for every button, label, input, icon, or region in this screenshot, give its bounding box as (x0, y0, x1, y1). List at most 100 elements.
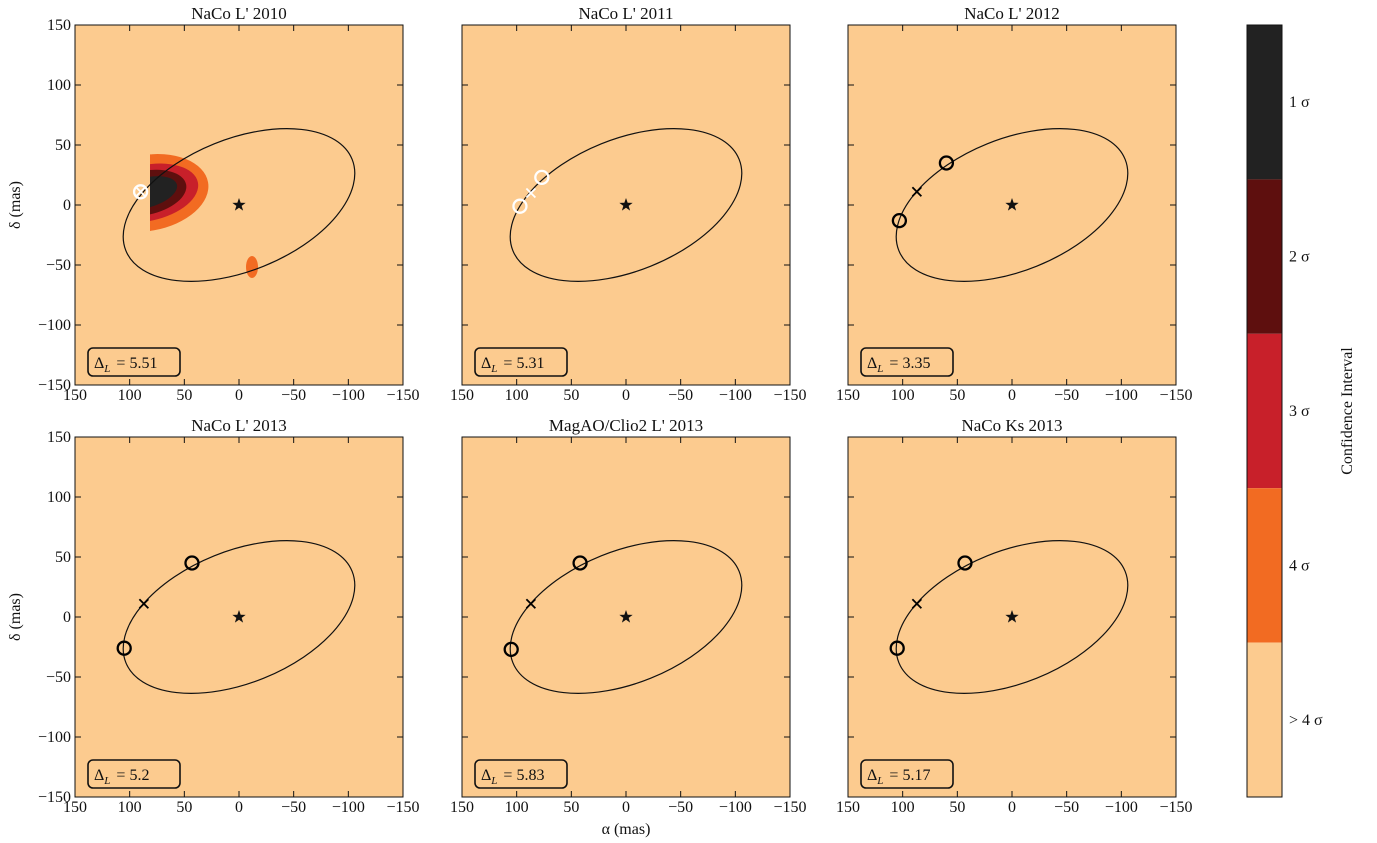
annotation-text: = 5.51 (116, 355, 157, 372)
x-tick-label: 0 (235, 799, 243, 816)
annotation-box (860, 759, 954, 789)
x-tick-label: −50 (668, 799, 693, 816)
x-tick-label: −150 (386, 799, 419, 816)
colorbar-label: 3 σ (1289, 403, 1310, 420)
panel-title: MagAO/Clio2 L' 2013 (549, 416, 703, 435)
x-tick-label: 150 (836, 387, 860, 404)
orbit (509, 540, 743, 694)
annotation-symbol: Δ (94, 355, 104, 372)
circle-marker (891, 212, 908, 229)
x-tick-label: −150 (773, 799, 806, 816)
y-axis-label: δ (mas) (7, 593, 24, 641)
annotation-text: = 5.83 (503, 767, 544, 784)
x-tick-label: −150 (386, 387, 419, 404)
x-tick-label: −150 (1159, 387, 1192, 404)
contours (150, 154, 258, 278)
y-tick-label: 100 (47, 489, 71, 506)
x-tick-label: 50 (563, 799, 579, 816)
annotation: ΔL = 5.17 (867, 767, 930, 787)
annotation-subscript: L (103, 363, 110, 375)
x-tick-label: 0 (622, 799, 630, 816)
x-tick-label: −150 (1159, 799, 1192, 816)
x-tick-label: −100 (332, 799, 365, 816)
circle-marker (534, 169, 550, 186)
annotation-subscript: L (103, 775, 110, 787)
circle-marker (116, 640, 132, 656)
x-tick-label: −50 (668, 387, 693, 404)
y-tick-label: 150 (47, 17, 71, 34)
y-tick-label: 150 (47, 429, 71, 446)
annotation-symbol: Δ (481, 355, 491, 372)
star-marker (619, 610, 633, 623)
circle-marker (512, 198, 528, 214)
x-tick-label: 100 (505, 799, 529, 816)
x-tick-label: 150 (450, 799, 474, 816)
y-tick-label: −100 (38, 729, 71, 746)
x-tick-label: −100 (719, 799, 752, 816)
star-marker (1005, 198, 1019, 211)
y-tick-label: 100 (47, 77, 71, 94)
annotation: ΔL = 5.83 (481, 767, 544, 787)
star-marker (619, 198, 633, 211)
panel-title: NaCo L' 2012 (964, 4, 1060, 23)
x-tick-label: 50 (176, 799, 192, 816)
panel: 150 100 50 0 −50 −100 −150 −150 −100 −50 0 50 100 150… (7, 416, 420, 816)
x-axis-label: α (mas) (602, 821, 651, 838)
x-tick-label: −100 (1105, 799, 1138, 816)
colorbar-frame (1246, 24, 1283, 798)
x-tick-label: 150 (450, 387, 474, 404)
orbit (895, 540, 1129, 694)
x-tick-label: 150 (63, 387, 87, 404)
circle-marker (184, 555, 200, 571)
circle-marker (503, 641, 519, 658)
orbit (895, 128, 1129, 282)
annotation-box (860, 347, 954, 377)
annotation-symbol: Δ (867, 767, 877, 784)
panel: 150 100 50 0 −50 −100 −150 NaCo Ks 2013 ΔL = 5.17 (836, 416, 1193, 816)
star-marker (232, 198, 246, 211)
contour-region (150, 176, 178, 210)
y-tick-label: −50 (46, 257, 71, 274)
x-tick-label: 0 (1008, 799, 1016, 816)
annotation-box (87, 347, 181, 377)
annotation-subscript: L (876, 363, 883, 375)
x-tick-label: 50 (949, 799, 965, 816)
y-tick-label: −150 (38, 789, 71, 806)
circle-marker (572, 555, 588, 571)
colorbar-segment (1247, 333, 1282, 489)
colorbar-label: 1 σ (1289, 94, 1310, 111)
colorbar-segment (1247, 642, 1282, 797)
annotation: ΔL = 5.31 (481, 355, 544, 375)
y-tick-label: 50 (55, 137, 71, 154)
x-tick-label: 100 (891, 799, 915, 816)
x-tick-label: 0 (1008, 387, 1016, 404)
x-tick-label: 50 (949, 387, 965, 404)
circle-marker (957, 555, 973, 571)
circle-marker (938, 155, 955, 171)
y-tick-label: 0 (63, 197, 71, 214)
colorbar-segment (1247, 25, 1282, 180)
panel: 150 100 50 0 −50 −100 −150 NaCo L' 2011 ΔL = 5.31 (450, 4, 807, 404)
y-axis-label: δ (mas) (7, 181, 24, 229)
panel: 150 100 50 0 −50 −100 −150 NaCo L' 2012 ΔL = 3.35 (836, 4, 1193, 404)
x-tick-label: −100 (332, 387, 365, 404)
annotation-subscript: L (876, 775, 883, 787)
annotation-text: = 5.2 (116, 767, 149, 784)
annotation-symbol: Δ (867, 355, 877, 372)
colorbar-title: Confidence Interval (1339, 347, 1356, 475)
star-marker (1005, 610, 1019, 623)
x-tick-label: −50 (1054, 387, 1079, 404)
contour-region (246, 256, 258, 278)
panel: 150 100 50 0 −50 −100 −150 MagAO/Clio2 L' 2013 α… (450, 416, 807, 838)
x-tick-label: 100 (118, 387, 142, 404)
cross-marker (525, 598, 537, 609)
y-tick-label: −50 (46, 669, 71, 686)
colorbar-segment (1247, 488, 1282, 643)
x-tick-label: −50 (1054, 799, 1079, 816)
star-marker (232, 610, 246, 623)
x-tick-label: −50 (281, 799, 306, 816)
cross-marker (525, 187, 537, 199)
circle-marker (132, 184, 149, 200)
